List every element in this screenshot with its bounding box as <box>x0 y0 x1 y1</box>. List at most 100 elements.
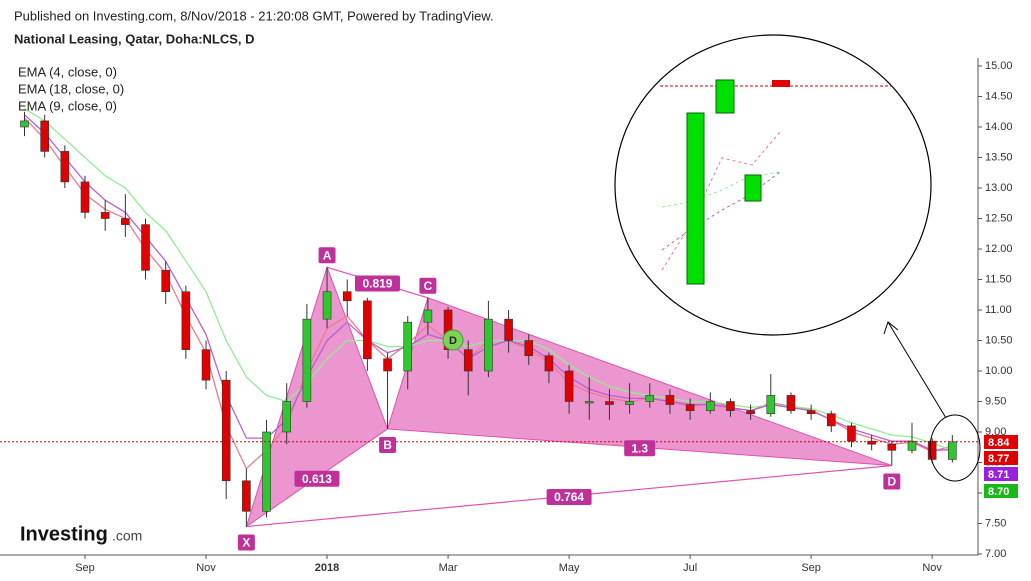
candle-body <box>282 401 292 433</box>
candle-body <box>80 181 90 213</box>
candle-body <box>847 425 856 442</box>
pattern-label: X <box>242 536 250 550</box>
x-tick-label: 2018 <box>315 562 339 574</box>
legend-label: EMA (4, close, 0) <box>18 64 117 79</box>
legend-label: EMA (18, close, 0) <box>18 81 124 96</box>
candle-body <box>423 309 433 323</box>
pattern-label: 0.764 <box>554 490 584 504</box>
candle-body <box>60 151 70 183</box>
candle-body <box>221 379 231 482</box>
price-tag <box>984 451 1018 465</box>
y-tick-label: 15.00 <box>985 60 1013 72</box>
pattern-label-box <box>294 470 340 487</box>
candle-body <box>625 401 634 405</box>
y-tick-label: 10.50 <box>985 334 1013 346</box>
pattern-label: 1.3 <box>631 441 648 455</box>
candle-body <box>363 300 372 360</box>
y-tick-label: 9.00 <box>985 426 1006 438</box>
candle-body <box>927 440 937 460</box>
price-tag <box>984 435 1018 449</box>
candle-body <box>403 321 413 372</box>
candle-body <box>504 318 513 341</box>
inset-candle <box>744 174 762 202</box>
price-tag-label: 8.70 <box>988 486 1009 498</box>
pattern-label-box <box>624 440 656 457</box>
candle-body <box>645 395 655 402</box>
published-note: Published on Investing.com, 8/Nov/2018 -… <box>14 8 494 23</box>
candle-body <box>685 404 695 411</box>
legend-label: EMA (9, close, 0) <box>18 98 117 113</box>
pattern-label-box <box>237 534 255 551</box>
pattern-label: C <box>424 279 433 293</box>
y-tick-label: 14.00 <box>985 121 1013 133</box>
price-tag-label: 8.77 <box>988 453 1009 465</box>
candle-body <box>867 440 876 445</box>
candle-body <box>705 401 715 411</box>
pattern-label-box <box>354 275 400 292</box>
candle-body <box>100 212 110 219</box>
pattern-label: D <box>887 475 896 489</box>
candle-body <box>40 120 49 152</box>
candle-body <box>484 318 493 372</box>
pattern-label: A <box>323 248 332 262</box>
inset-line <box>661 131 781 271</box>
candle-body <box>564 370 574 402</box>
arrow-head <box>883 321 899 335</box>
x-tick-label: Sep <box>75 562 95 574</box>
candle-body <box>262 431 271 512</box>
x-tick-label: Nov <box>196 562 216 574</box>
inset-candle <box>772 80 790 87</box>
candle-body <box>524 340 534 357</box>
candle-body <box>20 120 29 128</box>
annotation-label: D <box>449 335 457 347</box>
candle-body <box>826 413 836 427</box>
candle-body <box>665 395 675 405</box>
candle-body <box>948 441 957 460</box>
zoom-inset <box>614 34 932 336</box>
price-tag-label: 8.84 <box>988 437 1010 449</box>
logo: Investing .com <box>20 523 142 545</box>
candle-body <box>726 401 735 411</box>
y-tick-label: 11.00 <box>985 304 1012 316</box>
candle-body <box>141 224 150 271</box>
y-tick-label: 13.50 <box>985 151 1013 163</box>
y-tick-label: 10.00 <box>985 365 1013 377</box>
pattern-label-box <box>883 473 901 490</box>
x-tick-label: May <box>559 562 580 574</box>
y-tick-label: 12.50 <box>985 212 1013 224</box>
candle-body <box>302 318 312 402</box>
pattern-label-box <box>379 436 397 453</box>
logo-suffix: .com <box>112 528 142 544</box>
candle-body <box>342 291 352 302</box>
x-tick-label: Sep <box>801 562 821 574</box>
pattern-label-box <box>419 277 437 294</box>
price-tag-label: 8.71 <box>988 469 1009 481</box>
candle-body <box>201 349 211 381</box>
pattern-label: B <box>383 438 392 452</box>
y-tick-label: 7.50 <box>985 517 1006 529</box>
pattern-label-box <box>318 247 336 264</box>
annotation-circle <box>442 329 464 351</box>
y-tick-label: 13.00 <box>985 182 1013 194</box>
candle-body <box>806 410 816 414</box>
logo-name: Investing <box>20 523 108 545</box>
x-tick-label: Jul <box>683 562 697 574</box>
pattern-label: 0.819 <box>362 277 392 291</box>
candle-body <box>584 401 594 404</box>
candle-body <box>383 358 392 372</box>
candle-body <box>544 355 554 372</box>
candle-body <box>463 349 473 372</box>
candle-body <box>746 410 755 414</box>
candle-body <box>242 480 251 512</box>
candle-body <box>766 395 776 414</box>
pattern-label-box <box>546 489 592 506</box>
chart-title: National Leasing, Qatar, Doha:NLCS, D <box>14 31 255 46</box>
pattern-label: 0.613 <box>302 472 332 486</box>
x-tick-label: Nov <box>922 562 942 574</box>
highlight-circle <box>929 414 981 482</box>
y-tick-label: 11.50 <box>985 273 1012 285</box>
inset-candle <box>715 79 735 114</box>
price-tag <box>984 484 1018 498</box>
candle-body <box>907 440 917 451</box>
